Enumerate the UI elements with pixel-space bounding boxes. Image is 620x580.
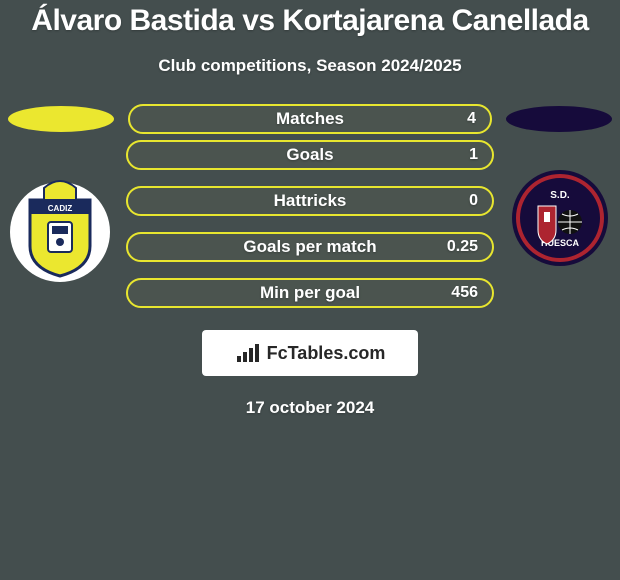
- team-badge-left: CADIZ: [8, 164, 112, 284]
- stat-bar: Goals per match 0.25: [126, 232, 494, 262]
- date-text: 17 october 2024: [0, 398, 620, 418]
- svg-text:CADIZ: CADIZ: [48, 204, 73, 213]
- logo-box: FcTables.com: [202, 330, 418, 376]
- svg-text:S.D.: S.D.: [550, 190, 570, 201]
- stat-bar: Min per goal 456: [126, 278, 494, 308]
- stat-value-right: 0: [469, 192, 478, 210]
- stat-value-right: 0.25: [447, 238, 478, 256]
- stat-label: Goals: [286, 145, 333, 165]
- logo-text: FcTables.com: [267, 343, 386, 364]
- stat-label: Goals per match: [243, 237, 376, 257]
- stat-value-right: 456: [451, 284, 478, 302]
- stat-label: Hattricks: [274, 191, 347, 211]
- stat-bar: Goals 1: [126, 140, 494, 170]
- stats-area: Matches 4 CADIZ Goals 1 Hattricks 0 Goals per m…: [0, 104, 620, 308]
- team-badge-right: S.D.HUESCA: [508, 164, 612, 284]
- top-row: Matches 4: [0, 104, 620, 134]
- badge-row: CADIZ Goals 1 Hattricks 0 Goals per match 0.25…: [0, 140, 620, 308]
- subtitle: Club competitions, Season 2024/2025: [0, 56, 620, 76]
- stat-label: Min per goal: [260, 283, 360, 303]
- comparison-infographic: Álvaro Bastida vs Kortajarena Canellada …: [0, 0, 620, 580]
- stat-bar: Hattricks 0: [126, 186, 494, 216]
- stat-bar: Matches 4: [128, 104, 492, 134]
- stat-label: Matches: [276, 109, 344, 129]
- stat-value-right: 1: [469, 146, 478, 164]
- page-title: Álvaro Bastida vs Kortajarena Canellada: [0, 4, 620, 38]
- stat-value-right: 4: [467, 110, 476, 128]
- team-oval-left: [8, 106, 114, 132]
- bars-icon: [235, 342, 261, 364]
- stats-column: Goals 1 Hattricks 0 Goals per match 0.25 Min p…: [126, 140, 494, 308]
- team-oval-right: [506, 106, 612, 132]
